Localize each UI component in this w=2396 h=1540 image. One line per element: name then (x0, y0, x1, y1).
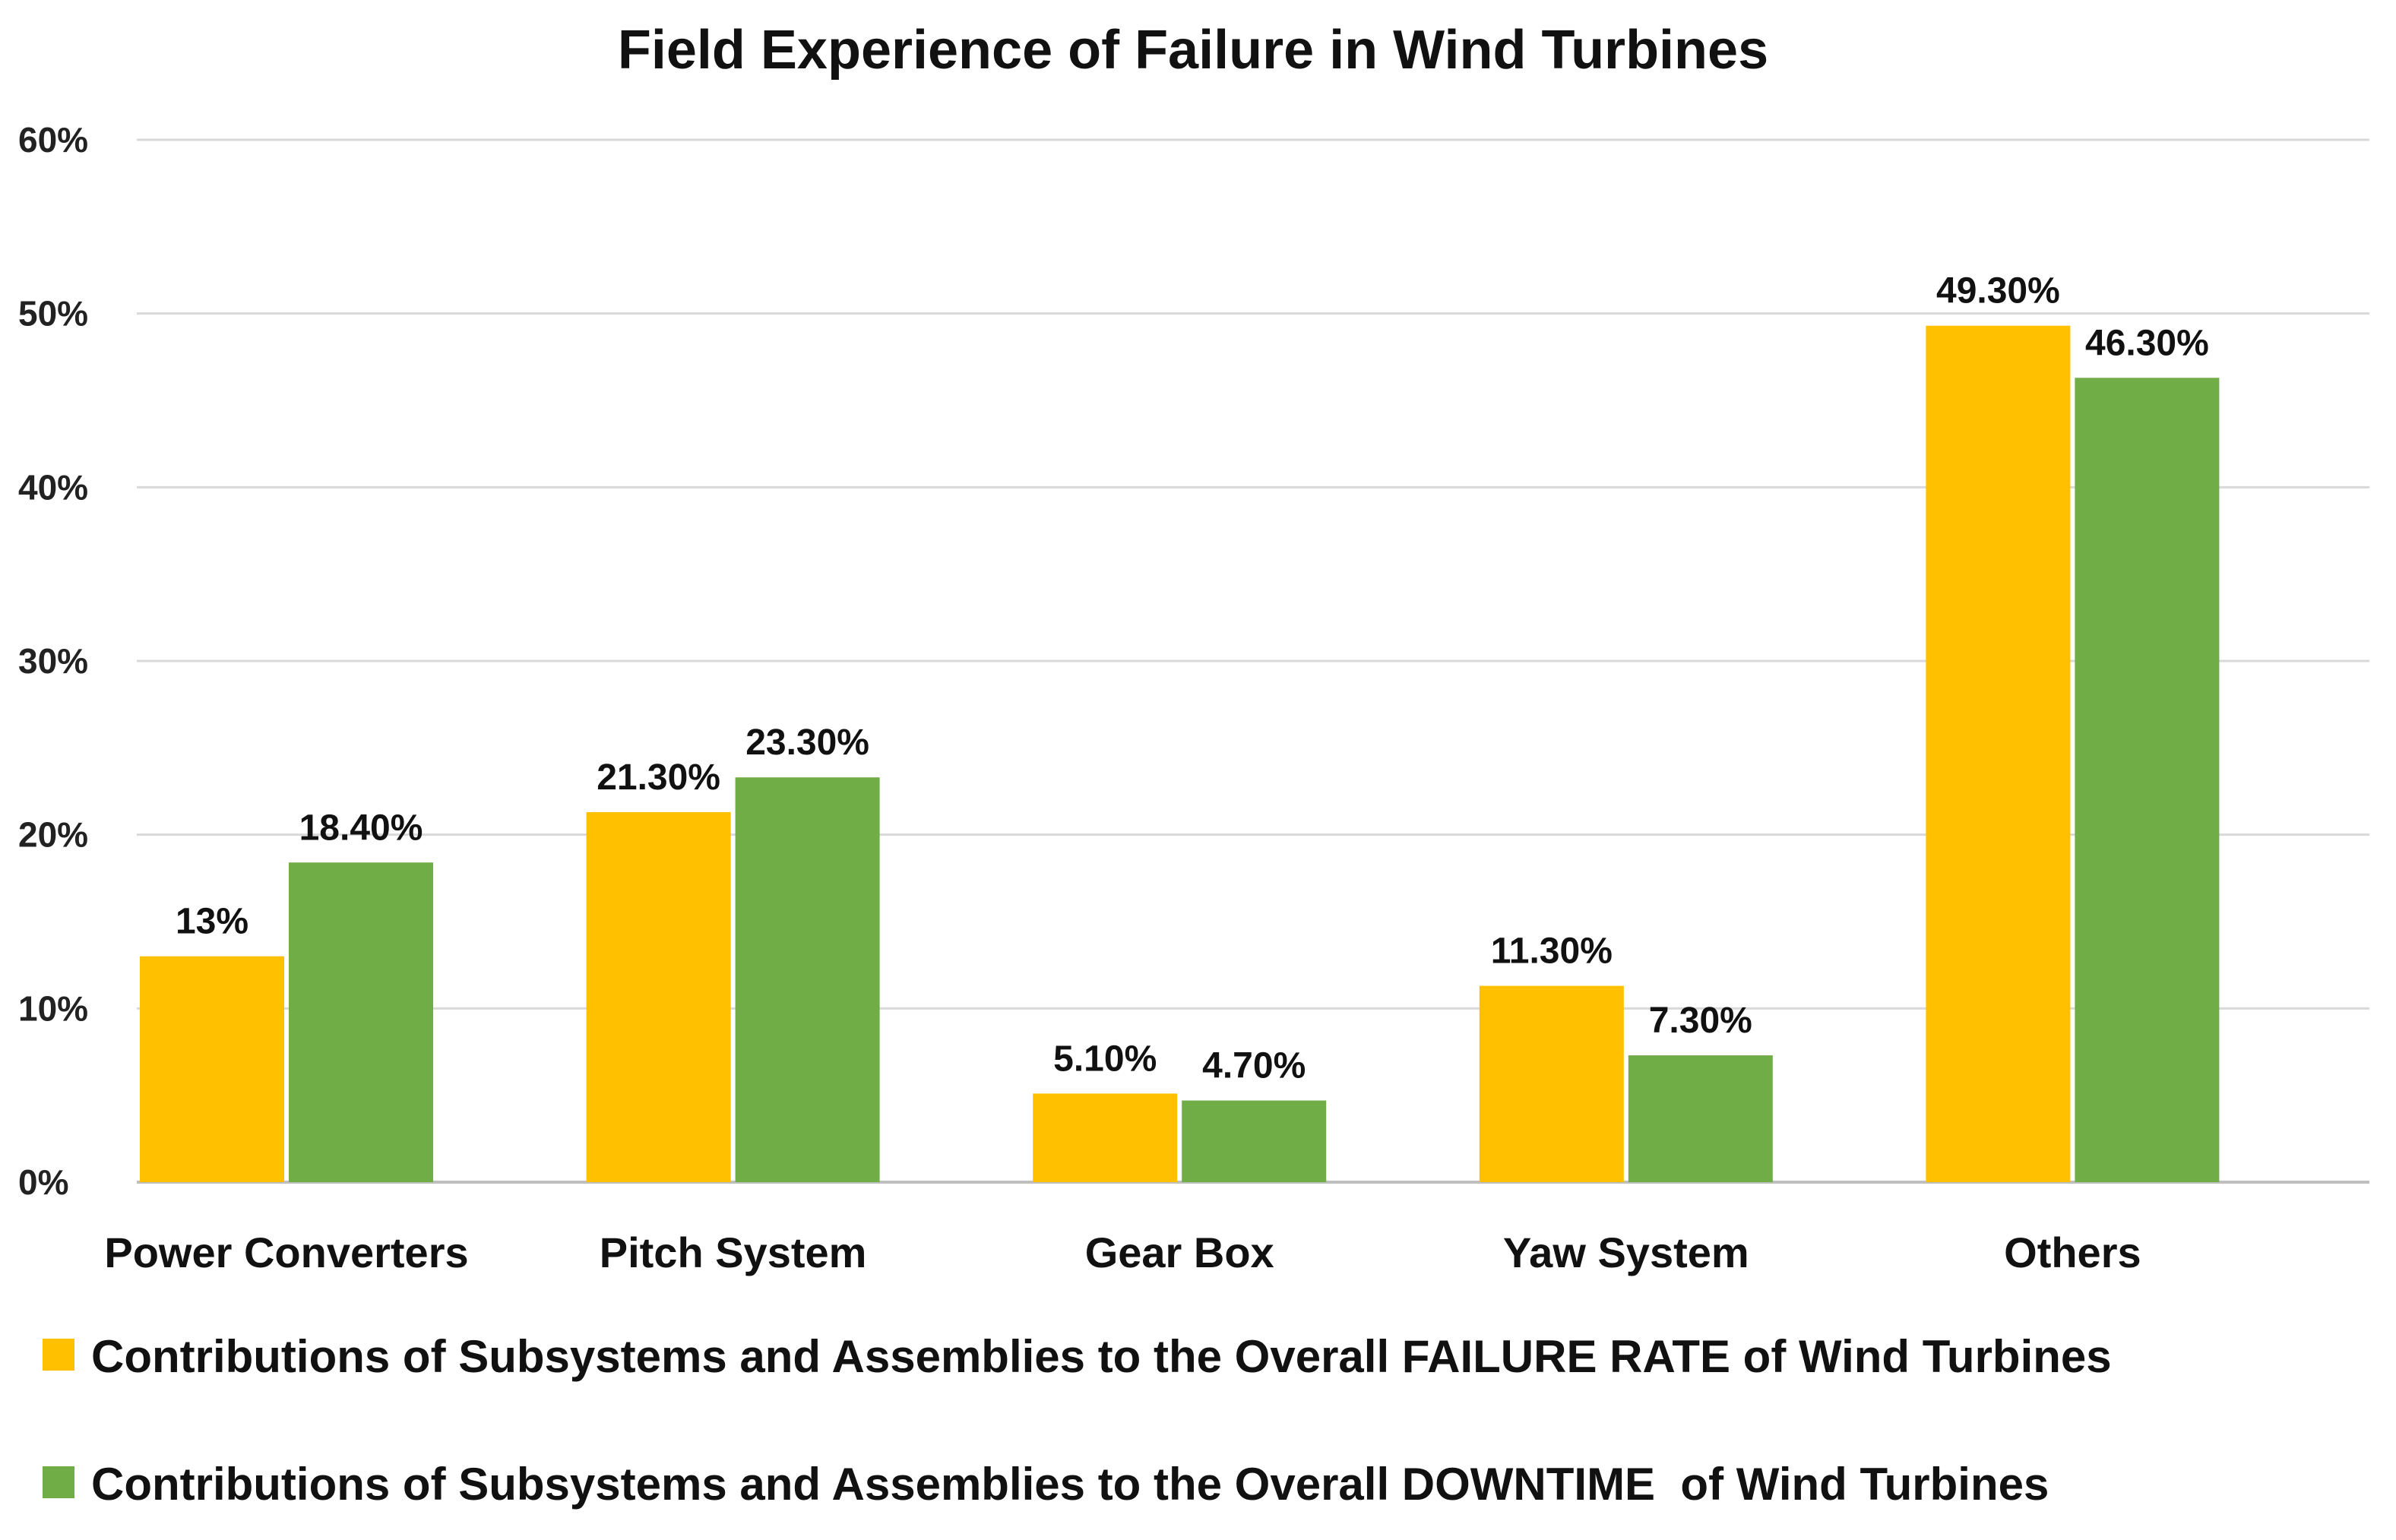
legend-label: Contributions of Subsystems and Assembli… (91, 1331, 2112, 1382)
data-label: 4.70% (1202, 1046, 1306, 1086)
y-tick-label: 20% (18, 815, 88, 855)
bar-failure-rate (586, 811, 731, 1182)
data-label: 13% (176, 902, 248, 942)
x-category-label: Others (2004, 1229, 2141, 1276)
bar-downtime (1182, 1100, 1327, 1182)
y-tick-label: 50% (18, 294, 88, 334)
data-label: 11.30% (1491, 931, 1613, 972)
data-label: 46.30% (2085, 323, 2209, 363)
y-axis-ticks: 0% 10% 20% 30% 40% 50% 60% (18, 120, 88, 1202)
legend: Contributions of Subsystems and Assembli… (43, 1331, 2112, 1510)
bar-downtime (735, 777, 880, 1182)
y-tick-label: 40% (18, 467, 88, 507)
legend-swatch (43, 1339, 74, 1371)
x-category-label: Gear Box (1085, 1229, 1274, 1276)
bar-downtime (1628, 1055, 1773, 1182)
x-category-label: Pitch System (600, 1229, 867, 1276)
data-label: 5.10% (1053, 1039, 1157, 1079)
data-label: 18.40% (299, 808, 423, 848)
y-tick-label: 30% (18, 641, 88, 681)
x-category-label: Yaw System (1503, 1229, 1749, 1276)
legend-label: Contributions of Subsystems and Assembli… (91, 1459, 2049, 1510)
data-label: 49.30% (1936, 271, 2060, 311)
y-tick-label: 60% (18, 120, 88, 160)
data-label: 23.30% (745, 723, 869, 763)
y-tick-label: 0% (18, 1162, 68, 1202)
x-category-label: Power Converters (104, 1229, 468, 1276)
bar-downtime (2075, 378, 2220, 1183)
legend-swatch (43, 1466, 74, 1498)
bar-failure-rate (140, 956, 284, 1182)
data-labels: 13% 18.40% 21.30% 23.30% 5.10% 4.70% 11.30% 7.3… (176, 271, 2209, 1086)
bar-failure-rate (1033, 1093, 1178, 1182)
bar-failure-rate (1926, 325, 2071, 1182)
bar-failure-rate (1479, 985, 1624, 1182)
bars (140, 325, 2220, 1183)
data-label: 21.30% (597, 757, 720, 798)
x-axis-categories: Power Converters Pitch System Gear Box Yaw … (104, 1229, 2141, 1276)
bar-downtime (289, 862, 433, 1182)
data-label: 7.30% (1649, 1001, 1752, 1041)
y-tick-label: 10% (18, 988, 88, 1028)
chart-title: Field Experience of Failure in Wind Turb… (618, 20, 1768, 81)
